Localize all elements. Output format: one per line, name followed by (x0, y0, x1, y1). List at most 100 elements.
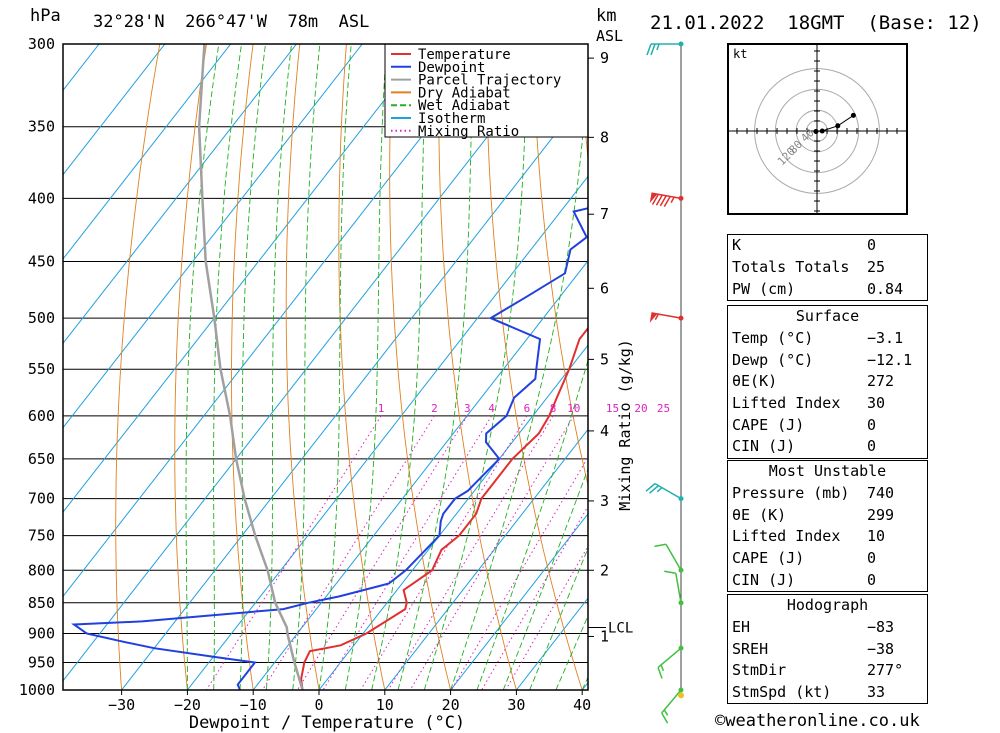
index-value: 0.84 (867, 279, 904, 298)
legend-entry: Temperature (418, 47, 511, 63)
hodograph-point (850, 112, 856, 118)
hodograph-point (813, 129, 819, 135)
pressure-tick-label: 700 (28, 490, 55, 508)
dry-adiabat-line (389, 44, 452, 690)
pressure-tick-label: 450 (28, 253, 55, 271)
index-label: CIN (J) (732, 437, 796, 456)
index-value: 299 (867, 505, 895, 524)
legend-entry: Parcel Trajectory (418, 73, 561, 89)
index-row: CAPE (J) 0 (728, 548, 928, 570)
index-row: Lifted Index 10 (728, 526, 928, 548)
index-row: Pressure (mb) 740 (728, 483, 928, 505)
index-value: 740 (867, 484, 895, 503)
mixing-ratio-label: 15 (606, 402, 619, 415)
wind-barb-staff (665, 543, 682, 571)
index-label: SREH (732, 639, 769, 658)
km-tick-label: 7 (600, 205, 609, 223)
mixing-ratio-label: 6 (524, 402, 531, 415)
index-label: CAPE (J) (732, 549, 805, 568)
index-row: Lifted Index 30 (728, 393, 928, 415)
wind-barb-staff (657, 647, 682, 669)
pressure-tick-label: 300 (28, 35, 55, 53)
mixing-ratio-label: 8 (550, 402, 557, 415)
x-tick-label: 30 (507, 696, 525, 714)
index-row: StmDir 277° (728, 660, 928, 682)
index-value: 30 (867, 394, 886, 413)
wind-barb-pennant (649, 193, 658, 203)
km-tick-label: 8 (600, 128, 609, 146)
wind-barb-pennant (649, 312, 658, 323)
x-tick-label: −30 (108, 696, 135, 714)
wind-barb-half-flag (656, 43, 660, 51)
wind-barb-flag (650, 43, 656, 56)
wind-barb (649, 312, 682, 323)
mixing-ratio-line (387, 415, 554, 690)
wind-barb-half-flag (656, 487, 663, 493)
wind-barb (649, 192, 682, 207)
index-value: 33 (867, 683, 886, 702)
index-row: CAPE (J) 0 (728, 414, 928, 436)
wind-barb-flag (646, 43, 652, 56)
hodograph-panel: kt 40 80 120 (727, 43, 908, 215)
wind-barb-half-flag (660, 664, 665, 672)
mixing-ratio-line (450, 456, 588, 690)
index-value: 272 (867, 372, 895, 391)
index-value: 25 (867, 258, 886, 277)
index-value: 0 (867, 549, 877, 568)
km-tick-label: 9 (600, 49, 609, 67)
wet-adiabat-line (344, 44, 388, 690)
wet-adiabat-line (265, 44, 292, 690)
index-section-title: Hodograph (786, 596, 869, 615)
index-row: PW (cm) 0.84 (728, 278, 928, 300)
mixing-ratio-line (322, 415, 493, 690)
pressure-tick-label: 800 (28, 561, 55, 579)
mixing-ratio-label: 4 (488, 402, 495, 415)
wind-barb (646, 43, 681, 56)
legend-entry: Wet Adiabat (418, 98, 511, 114)
legend-entry: Dry Adiabat (418, 85, 511, 101)
general-index-table: K 0 Totals Totals 25 PW (cm) 0.84 (727, 234, 928, 302)
wet-adiabat-line (239, 44, 266, 690)
index-row: SREH −38 (728, 638, 928, 660)
datetime-title: 21.01.2022 18GMT (Base: 12) (650, 12, 982, 34)
dry-adiabat-line (485, 44, 583, 690)
x-tick-label: 0 (314, 696, 323, 714)
index-row: Dewp (°C) −12.1 (728, 349, 928, 371)
wind-barb (645, 482, 682, 500)
mixing-ratio-label: 20 (634, 402, 647, 415)
km-tick-label: 5 (600, 350, 609, 368)
parcel-trace (197, 44, 304, 690)
wind-barb-staff (661, 689, 682, 714)
hodograph-point (819, 128, 825, 134)
index-label: θE(K) (732, 372, 778, 391)
wind-barb-staff (651, 312, 682, 319)
index-value: 0 (867, 570, 877, 589)
isotherm-line (450, 513, 588, 690)
index-label: Temp (°C) (732, 329, 814, 348)
index-label: θE (K) (732, 505, 787, 524)
hodograph-trace (815, 114, 854, 132)
pressure-tick-label: 950 (28, 653, 55, 671)
index-row: Totals Totals 25 (728, 257, 928, 279)
most-unstable-index-table: Most Unstable Pressure (mb) 740 θE (K) 299 Li… (727, 460, 928, 593)
location-title: 32°28'N 266°47'W 78m ASL (93, 12, 370, 32)
asl-label: ASL (596, 27, 624, 45)
mixing-ratio-line (505, 545, 588, 690)
km-tick-label: 1 (600, 627, 609, 645)
index-row: Temp (°C) −3.1 (728, 328, 928, 350)
pressure-tick-label: 500 (28, 309, 55, 327)
legend-entry: Isotherm (418, 111, 485, 127)
wind-barb-flag (664, 570, 676, 574)
pressure-tick-label: 1000 (19, 681, 55, 699)
wind-barb-flag (663, 196, 671, 207)
pressure-tick-label: 400 (28, 189, 55, 207)
index-section-title: Surface (795, 307, 860, 326)
dewpoint-trace (71, 207, 588, 690)
index-row: StmSpd (kt) 33 (728, 682, 928, 704)
index-value: 0 (867, 437, 877, 456)
isotherm-line (63, 44, 495, 598)
index-value: 0 (867, 236, 877, 255)
mixing-ratio-label: 3 (464, 402, 471, 415)
pressure-tick-label: 900 (28, 624, 55, 642)
